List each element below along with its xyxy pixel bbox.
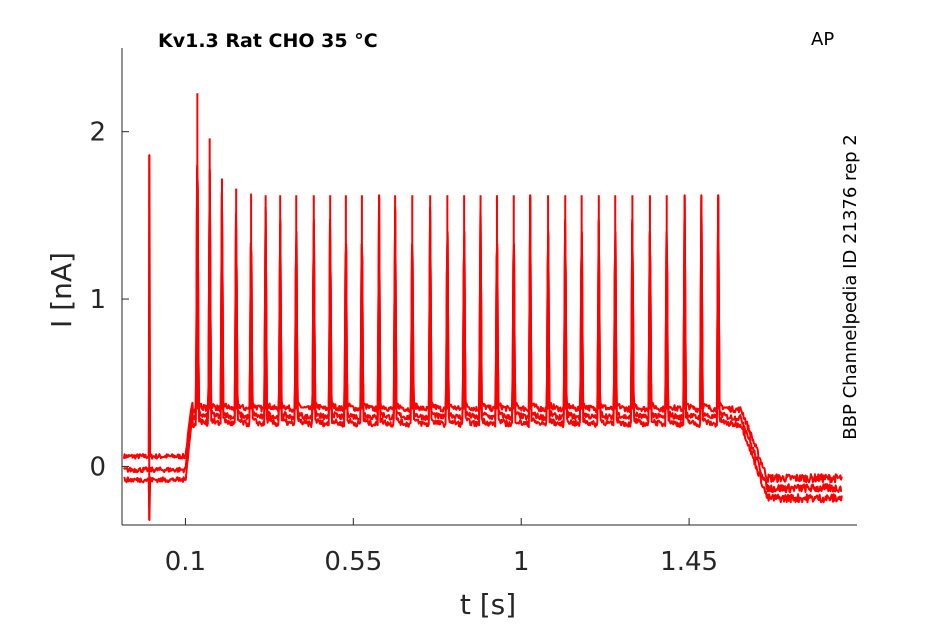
y-tick-label: 2	[89, 118, 106, 148]
chart-title: Kv1.3 Rat CHO 35 °C	[158, 30, 378, 52]
x-tick-label: 0.1	[165, 547, 206, 577]
x-tick-label: 0.55	[324, 547, 382, 577]
x-tick-label: 1	[513, 547, 530, 577]
y-ticks: 0 1 2	[89, 118, 129, 482]
current-trace	[123, 167, 843, 494]
y-axis-label: I [nA]	[45, 252, 78, 328]
current-traces	[122, 93, 843, 521]
y-tick-label: 1	[89, 285, 106, 315]
x-ticks: 0.1 0.55 1 1.45	[165, 518, 718, 577]
x-tick-label: 1.45	[660, 547, 718, 577]
current-trace	[122, 154, 843, 484]
y-tick-label: 0	[89, 452, 106, 482]
side-label: BBP Channelpedia ID 21376 rep 2	[840, 134, 861, 439]
x-axis-label: t [s]	[460, 588, 516, 621]
current-trace	[123, 170, 843, 521]
corner-label: AP	[811, 29, 834, 50]
